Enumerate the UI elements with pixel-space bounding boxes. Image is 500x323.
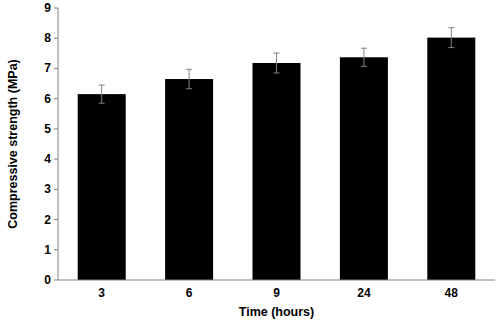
y-tick bbox=[54, 38, 58, 39]
y-tick bbox=[54, 98, 58, 99]
bar bbox=[165, 79, 213, 280]
error-cap bbox=[99, 85, 105, 86]
y-axis bbox=[58, 8, 59, 280]
y-tick bbox=[54, 280, 58, 281]
bar bbox=[340, 57, 388, 280]
y-tick bbox=[54, 8, 58, 9]
x-tick-label: 48 bbox=[445, 286, 459, 300]
error-cap bbox=[361, 66, 367, 67]
bar bbox=[78, 94, 126, 280]
bars bbox=[78, 28, 476, 280]
y-tick bbox=[54, 159, 58, 160]
x-tick-label: 9 bbox=[273, 286, 280, 300]
y-tick bbox=[54, 68, 58, 69]
error-cap bbox=[186, 88, 192, 89]
y-tick bbox=[54, 249, 58, 250]
y-tick-label: 1 bbox=[44, 243, 51, 257]
error-stem bbox=[451, 28, 452, 48]
y-tick-label: 4 bbox=[44, 152, 51, 166]
x-tick-label: 6 bbox=[186, 286, 193, 300]
y-tick bbox=[54, 128, 58, 129]
error-bar bbox=[448, 28, 454, 48]
y-tick-label: 9 bbox=[44, 1, 51, 15]
error-cap bbox=[186, 69, 192, 70]
y-tick-label: 6 bbox=[44, 92, 51, 106]
y-tick-label: 3 bbox=[44, 182, 51, 196]
x-axis bbox=[58, 280, 495, 281]
bar bbox=[253, 63, 301, 280]
y-tick bbox=[54, 189, 58, 190]
error-cap bbox=[274, 72, 280, 73]
y-tick-label: 7 bbox=[44, 61, 51, 75]
bar bbox=[427, 38, 475, 280]
y-axis-label: Compressive strength (MPa) bbox=[6, 59, 20, 228]
chart-container: 0 1 2 3 4 5 6 7 8 9 3 6 9 24 48 Time (hours) Compressive… bbox=[0, 0, 500, 323]
error-bar bbox=[361, 48, 367, 66]
error-bar bbox=[186, 69, 192, 88]
y-tick bbox=[54, 219, 58, 220]
x-tick-label: 24 bbox=[357, 286, 371, 300]
x-tick-label: 3 bbox=[98, 286, 105, 300]
error-stem bbox=[189, 69, 190, 88]
error-cap bbox=[448, 47, 454, 48]
chart-svg: 0 1 2 3 4 5 6 7 8 9 3 6 9 24 48 Time (hours) Compressive… bbox=[0, 0, 500, 323]
error-bar bbox=[99, 85, 105, 103]
y-tick-label: 2 bbox=[44, 213, 51, 227]
error-stem bbox=[101, 85, 102, 103]
x-axis-label: Time (hours) bbox=[239, 305, 314, 319]
y-tick-label: 5 bbox=[44, 122, 51, 136]
error-cap bbox=[99, 103, 105, 104]
error-cap bbox=[361, 48, 367, 49]
error-stem bbox=[363, 48, 364, 66]
error-cap bbox=[274, 53, 280, 54]
y-tick-label: 8 bbox=[44, 31, 51, 45]
error-bar bbox=[274, 53, 280, 73]
error-cap bbox=[448, 27, 454, 28]
y-tick-label: 0 bbox=[44, 273, 51, 287]
error-stem bbox=[276, 53, 277, 73]
